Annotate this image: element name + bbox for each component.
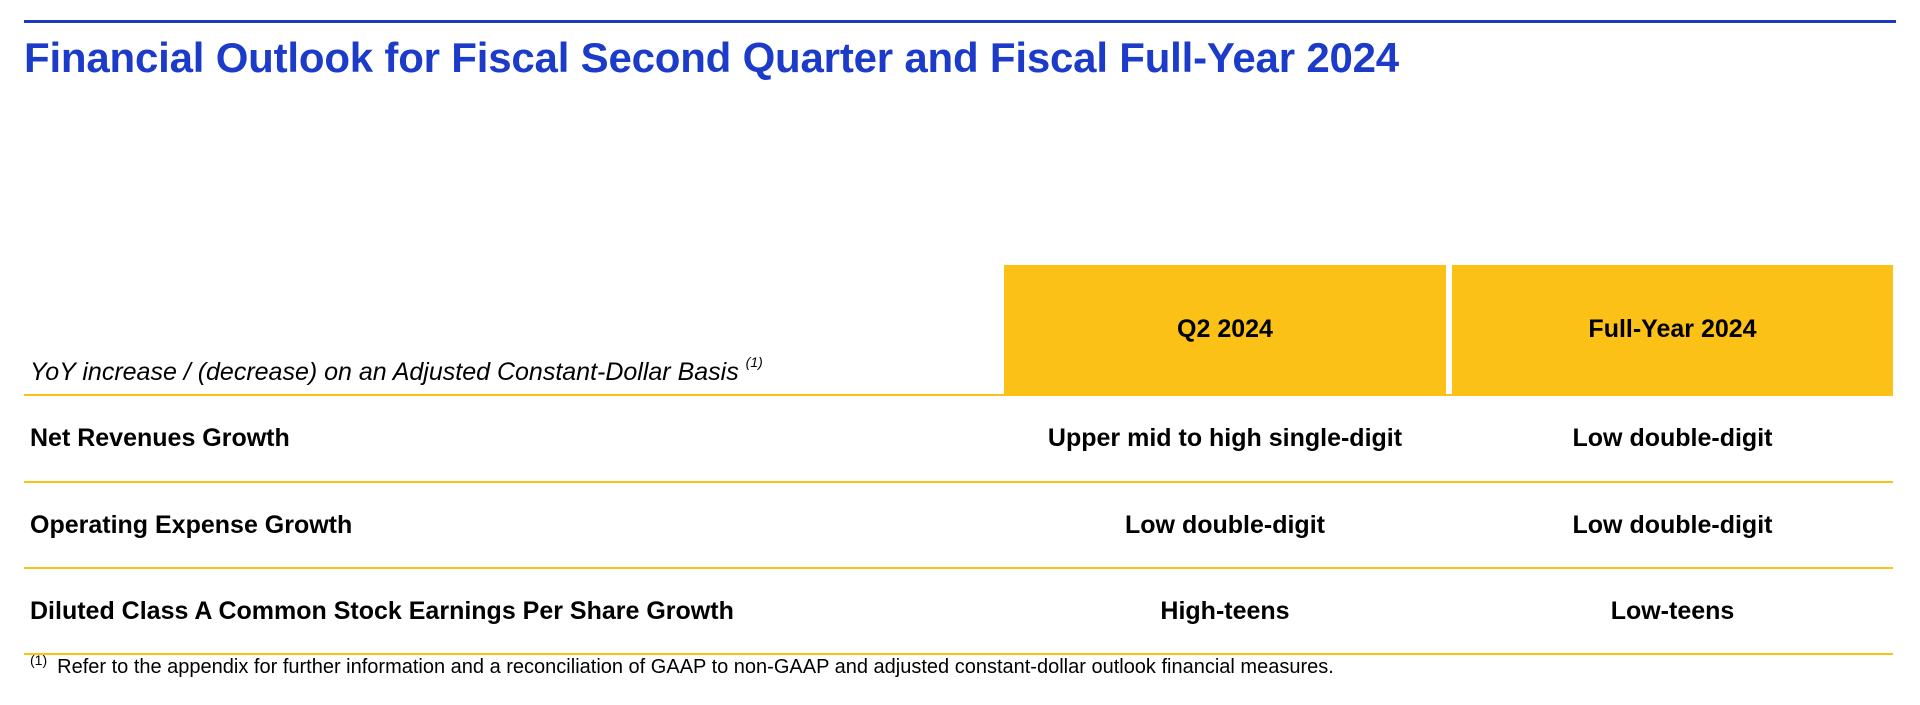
- row-divider: [24, 567, 1893, 569]
- row-divider: [24, 481, 1893, 483]
- footnote: (1) Refer to the appendix for further inf…: [30, 652, 1334, 679]
- row-q2-value: Low double-digit: [1125, 510, 1325, 539]
- row-full-year-value: Low-teens: [1610, 596, 1735, 625]
- row-q2-value: Upper mid to high single-digit: [1047, 423, 1403, 452]
- row-label: Operating Expense Growth: [30, 510, 353, 539]
- table-row: Diluted Class A Common Stock Earnings Pe…: [0, 569, 1920, 653]
- basis-label-text: YoY increase / (decrease) on an Adjusted…: [30, 358, 739, 386]
- basis-footnote-mark: (1): [745, 354, 763, 370]
- row-full-year-value: Low double-digit: [1572, 510, 1773, 539]
- table-row: Operating Expense Growth Low double-digi…: [0, 483, 1920, 567]
- header-divider: [24, 394, 1893, 396]
- column-header-q2: Q2 2024: [1004, 265, 1446, 394]
- footnote-text: Refer to the appendix for further inform…: [57, 656, 1334, 678]
- row-full-year-value: Low double-digit: [1572, 423, 1773, 452]
- row-label: Net Revenues Growth: [30, 423, 290, 452]
- column-header-q2-label: Q2 2024: [1177, 315, 1273, 343]
- footnote-mark: (1): [30, 652, 48, 668]
- row-q2-value: High-teens: [1160, 596, 1290, 625]
- column-header-full-year-label: Full-Year 2024: [1588, 315, 1757, 343]
- column-header-full-year: Full-Year 2024: [1452, 265, 1893, 394]
- basis-label: YoY increase / (decrease) on an Adjusted…: [30, 354, 763, 387]
- top-rule: [24, 20, 1896, 23]
- table-row: Net Revenues Growth Upper mid to high si…: [0, 396, 1920, 480]
- table-bottom-rule: [24, 653, 1893, 655]
- page-title: Financial Outlook for Fiscal Second Quar…: [24, 34, 1399, 81]
- row-label: Diluted Class A Common Stock Earnings Pe…: [30, 596, 734, 625]
